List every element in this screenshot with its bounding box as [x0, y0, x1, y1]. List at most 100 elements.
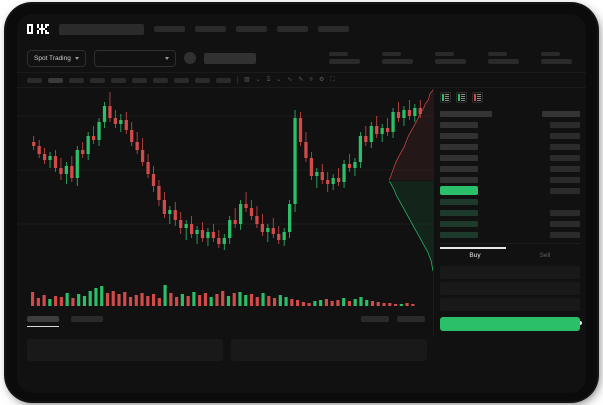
pair-selector[interactable] — [93, 49, 176, 67]
divider — [237, 76, 238, 84]
coin-avatar — [183, 52, 196, 64]
slider-marker-100[interactable] — [578, 321, 582, 325]
top-navigation-bar — [17, 14, 586, 44]
orderbook-header[interactable] — [440, 108, 580, 119]
bottom-action-1[interactable] — [361, 316, 389, 322]
tab-sell[interactable]: Sell — [539, 252, 551, 259]
row-size — [550, 231, 580, 238]
bottom-panel-right[interactable] — [231, 339, 427, 361]
stat-value — [435, 59, 466, 64]
coin-name-label — [203, 52, 256, 64]
search-input[interactable] — [59, 23, 144, 35]
timeframe-2[interactable] — [48, 77, 63, 83]
orderbook-ask-row[interactable] — [440, 163, 580, 174]
candlestick-chart[interactable] — [17, 88, 433, 273]
timeframe-7[interactable] — [153, 77, 168, 83]
stat-label — [488, 52, 507, 56]
active-side-underline — [440, 247, 506, 249]
nav-item-4[interactable] — [277, 26, 308, 32]
nav-item-1[interactable] — [154, 26, 185, 32]
row-price — [440, 165, 478, 172]
bottom-tab-1[interactable] — [27, 316, 59, 322]
orderbook-ask-row[interactable] — [440, 130, 580, 141]
stat-label — [541, 52, 560, 56]
nav-item-2[interactable] — [195, 26, 226, 32]
orderbook-bid-row[interactable] — [440, 207, 580, 218]
orderbook-both-icon[interactable] — [440, 91, 451, 103]
row-price — [440, 154, 478, 161]
market-stat — [435, 52, 466, 64]
order-total-field[interactable] — [440, 298, 580, 311]
settings-icon[interactable]: ⚙ — [319, 77, 325, 83]
fullscreen-icon[interactable]: ⛶ — [330, 77, 335, 83]
bottom-tab-actions — [361, 316, 425, 322]
row-price — [440, 231, 478, 238]
orderbook-bid-row[interactable] — [440, 229, 580, 240]
chevron-down-icon — [164, 56, 169, 60]
trading-mode-selector[interactable]: Spot Trading — [27, 49, 86, 67]
bottom-tab-bar — [27, 316, 103, 322]
indicator-icon[interactable]: ⌸ — [266, 77, 271, 83]
timeframe-8[interactable] — [174, 77, 189, 83]
order-price-field[interactable] — [440, 266, 580, 279]
pencil-icon[interactable]: ✎ — [298, 77, 304, 83]
order-form-tabs: Buy Sell — [434, 247, 586, 263]
bottom-panel-left[interactable] — [27, 339, 223, 361]
orderbook-ask-row[interactable] — [440, 174, 580, 185]
market-stat — [329, 52, 360, 64]
orderbook-bid-row[interactable] — [440, 218, 580, 229]
bottom-action-2[interactable] — [397, 316, 425, 322]
timeframe-6[interactable] — [132, 77, 147, 83]
orderbook-bids-icon[interactable] — [456, 91, 467, 103]
nav-item-5[interactable] — [318, 26, 349, 32]
timeframe-1[interactable] — [27, 77, 42, 83]
row-price — [440, 186, 478, 195]
timeframe-9[interactable] — [195, 77, 210, 83]
bottom-panels — [17, 339, 586, 361]
tab-buy[interactable]: Buy — [469, 252, 481, 259]
stat-value — [329, 59, 360, 64]
candlestick-icon[interactable]: ▥ — [244, 77, 250, 83]
chevron-down-icon — [74, 56, 79, 60]
row-size — [542, 110, 580, 117]
row-lines — [460, 93, 465, 101]
orderbook-last-price-row[interactable] — [440, 185, 580, 196]
row-size — [550, 187, 580, 194]
orderbook-ask-row[interactable] — [440, 119, 580, 130]
market-stat — [488, 52, 519, 64]
device-frame: Spot Trading ▥ ⌄ ⌸ ⌄ ∿ ✎ ⌾ ⚙ ⛶ — [6, 4, 597, 401]
nav-item-3[interactable] — [236, 26, 267, 32]
row-price — [440, 220, 478, 227]
row-size — [550, 143, 580, 150]
trading-mode-label: Spot Trading — [34, 54, 71, 62]
row-size — [550, 132, 580, 139]
chevron-down-icon[interactable]: ⌄ — [276, 77, 282, 83]
depth-chart — [388, 89, 433, 272]
bottom-tab-2[interactable] — [71, 316, 103, 322]
chevron-down-icon[interactable]: ⌄ — [255, 77, 261, 83]
okx-logo[interactable] — [27, 24, 49, 34]
orderbook-ask-row[interactable] — [440, 141, 580, 152]
row-price — [440, 132, 478, 139]
timeframe-4[interactable] — [90, 77, 105, 83]
camera-icon[interactable]: ⌾ — [309, 77, 314, 83]
orderbook-asks-icon[interactable] — [472, 91, 483, 103]
orderbook-ask-row[interactable] — [440, 152, 580, 163]
submit-buy-button[interactable] — [440, 317, 580, 331]
main-content: Buy Sell — [17, 88, 586, 336]
timeframe-3[interactable] — [69, 77, 84, 83]
row-price — [440, 143, 478, 150]
order-amount-field[interactable] — [440, 282, 580, 295]
wave-icon[interactable]: ∿ — [287, 77, 293, 83]
row-size — [550, 209, 580, 216]
timeframe-5[interactable] — [111, 77, 126, 83]
timeframe-10[interactable] — [216, 77, 231, 83]
market-stat — [382, 52, 413, 64]
active-tab-underline — [27, 326, 59, 327]
orderbook-bid-row[interactable] — [440, 196, 580, 207]
stat-label — [435, 52, 454, 56]
row-lines — [444, 93, 449, 101]
stat-value — [382, 59, 413, 64]
row-size — [550, 154, 580, 161]
row-price — [440, 176, 478, 183]
